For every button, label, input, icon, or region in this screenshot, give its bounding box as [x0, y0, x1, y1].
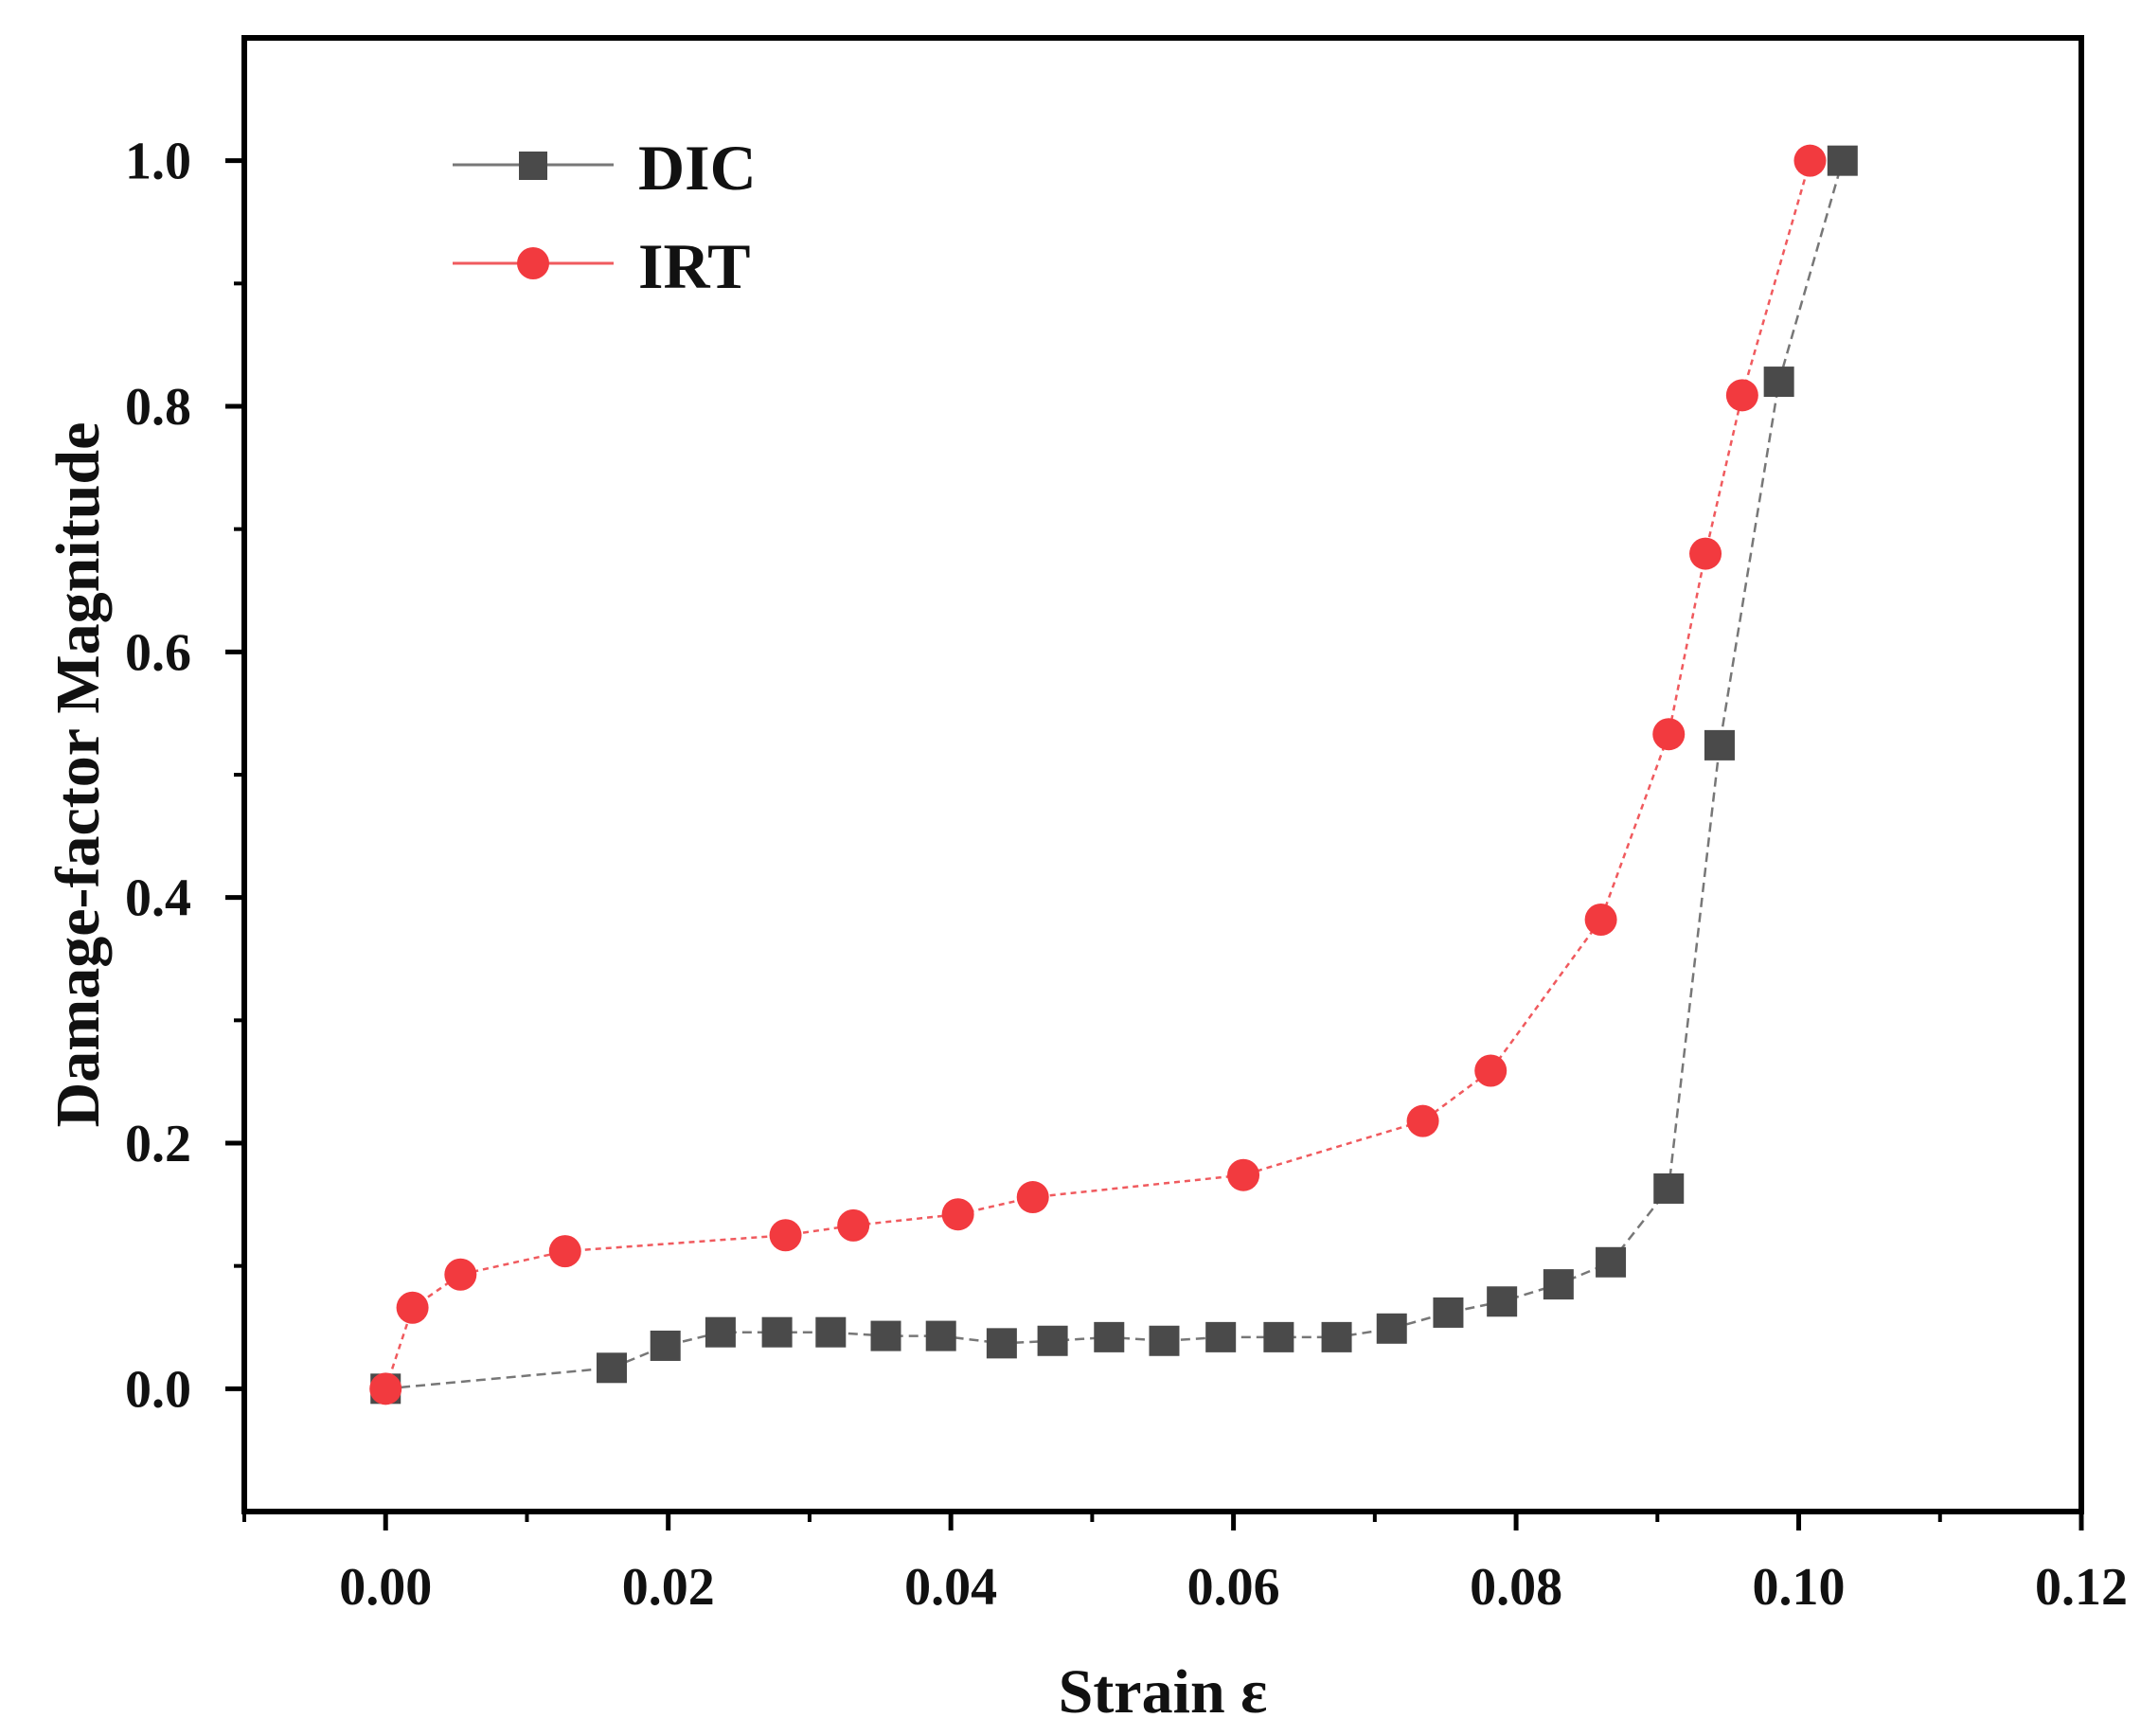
axes-layer: 0.00 0.02 0.04 0.06 0.08 0.10 0.12 0.0 0.2 0.4 0.6… — [125, 133, 2128, 1617]
legend-dic-marker — [519, 152, 547, 180]
dic-point — [761, 1316, 793, 1348]
dic-point — [1094, 1321, 1125, 1352]
dic-point — [1543, 1269, 1574, 1300]
series-dic — [370, 145, 1858, 1405]
dic-point — [1205, 1321, 1237, 1352]
irt-point — [1793, 144, 1827, 177]
x-tick-label: 0.04 — [904, 1558, 997, 1617]
y-tick-label: 0.0 — [125, 1360, 191, 1419]
irt-point — [1652, 718, 1686, 751]
dic-point — [1321, 1321, 1352, 1352]
legend-irt-marker — [517, 247, 549, 279]
x-tick-label: 0.06 — [1187, 1558, 1280, 1617]
x-axis-title: Strain ε — [1059, 1657, 1268, 1727]
dic-point — [1763, 367, 1794, 398]
dic-point — [1037, 1325, 1068, 1356]
dic-point — [705, 1316, 736, 1348]
x-tick-label: 0.00 — [339, 1558, 432, 1617]
dic-point — [1433, 1297, 1464, 1328]
irt-point — [369, 1372, 402, 1405]
x-tick-label: 0.12 — [2035, 1558, 2128, 1617]
irt-point — [396, 1291, 429, 1324]
series-layer — [369, 144, 1858, 1405]
dic-point — [925, 1320, 956, 1351]
irt-point — [548, 1235, 581, 1268]
irt-point — [837, 1208, 870, 1242]
irt-point — [1016, 1181, 1049, 1214]
legend-irt-label: IRT — [638, 230, 751, 302]
legend-dic-label: DIC — [638, 132, 757, 204]
y-axis-title: Damage-factor Magnitude — [44, 422, 113, 1128]
dic-point — [870, 1320, 901, 1351]
dic-point — [1149, 1325, 1180, 1356]
dic-point — [650, 1330, 681, 1361]
x-tick-label: 0.08 — [1470, 1558, 1562, 1617]
irt-point — [1406, 1104, 1439, 1137]
dic-point — [986, 1328, 1017, 1359]
dic-point — [597, 1352, 627, 1384]
dic-point — [1827, 145, 1858, 176]
dic-point — [1376, 1313, 1407, 1344]
irt-point — [1689, 537, 1722, 570]
dic-point — [815, 1316, 847, 1348]
irt-point — [444, 1258, 477, 1291]
y-tick-label: 1.0 — [125, 133, 191, 191]
legend: DIC IRT — [453, 132, 757, 302]
dic-point — [1704, 729, 1735, 761]
dic-point — [1653, 1172, 1685, 1204]
dic-point — [1487, 1286, 1518, 1317]
series-irt — [369, 144, 1827, 1405]
irt-point — [941, 1198, 974, 1231]
x-tick-label: 0.02 — [622, 1558, 715, 1617]
irt-point — [1474, 1054, 1508, 1087]
irt-point — [1227, 1158, 1260, 1191]
irt-point — [769, 1219, 802, 1252]
y-tick-label: 0.2 — [125, 1115, 191, 1173]
dic-point — [1596, 1246, 1627, 1278]
dic-point — [1263, 1321, 1294, 1352]
series-line-irt — [384, 160, 1811, 1389]
y-tick-label: 0.6 — [125, 623, 191, 682]
irt-point — [1725, 379, 1758, 412]
y-tick-label: 0.8 — [125, 378, 191, 437]
x-tick-label: 0.10 — [1753, 1558, 1846, 1617]
irt-point — [1584, 904, 1617, 937]
y-tick-label: 0.4 — [125, 869, 191, 928]
